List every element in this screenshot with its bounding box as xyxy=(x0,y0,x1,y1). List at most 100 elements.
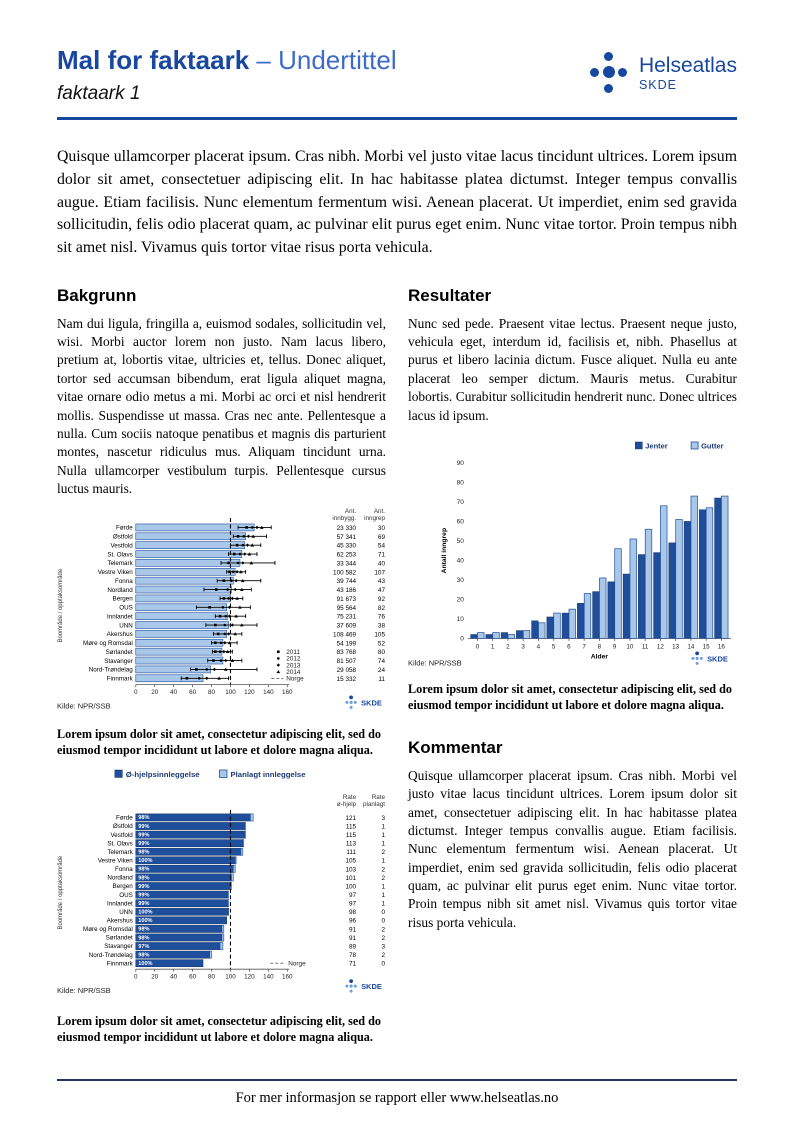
svg-text:95 564: 95 564 xyxy=(337,605,357,612)
right-column: Resultater Nunc sed pede. Praesent vitae… xyxy=(408,262,737,1056)
svg-text:innbygg.: innbygg. xyxy=(332,515,356,522)
svg-text:107: 107 xyxy=(374,570,385,577)
footer: For mer informasjon se rapport eller www… xyxy=(57,1079,737,1107)
svg-text:111: 111 xyxy=(346,850,356,857)
svg-text:2014: 2014 xyxy=(286,669,301,676)
svg-text:98%: 98% xyxy=(138,953,149,959)
svg-text:98%: 98% xyxy=(138,927,149,933)
svg-text:29 058: 29 058 xyxy=(337,667,357,674)
svg-text:OUS: OUS xyxy=(119,605,133,612)
svg-text:20: 20 xyxy=(457,597,465,604)
svg-text:Vestfold: Vestfold xyxy=(110,832,133,839)
svg-text:101: 101 xyxy=(345,875,356,882)
helseatlas-dots-icon xyxy=(588,50,630,96)
svg-text:Vestre Viken: Vestre Viken xyxy=(98,858,134,865)
svg-text:1: 1 xyxy=(381,832,385,839)
two-column-layout: Bakgrunn Nam dui ligula, fringilla a, eu… xyxy=(57,262,737,1056)
svg-text:2: 2 xyxy=(381,875,385,882)
svg-text:Gutter: Gutter xyxy=(701,441,723,450)
svg-text:Stavanger: Stavanger xyxy=(104,658,133,665)
svg-text:2: 2 xyxy=(381,867,385,874)
svg-text:115: 115 xyxy=(346,824,357,831)
svg-text:Norge: Norge xyxy=(288,961,306,968)
svg-text:Nord-Trøndelag: Nord-Trøndelag xyxy=(89,667,134,674)
svg-text:69: 69 xyxy=(378,534,386,541)
svg-text:inngrep: inngrep xyxy=(364,515,385,522)
svg-text:115: 115 xyxy=(346,832,357,839)
svg-text:Førde: Førde xyxy=(116,815,133,822)
svg-text:1: 1 xyxy=(381,884,385,891)
svg-text:120: 120 xyxy=(244,974,255,981)
svg-text:80: 80 xyxy=(457,480,465,487)
svg-text:91: 91 xyxy=(349,927,357,934)
svg-text:71: 71 xyxy=(349,961,357,968)
svg-text:8: 8 xyxy=(598,643,602,650)
svg-text:89: 89 xyxy=(349,944,357,951)
svg-text:91 673: 91 673 xyxy=(337,596,357,603)
svg-text:99%: 99% xyxy=(138,901,149,907)
svg-text:Østfold: Østfold xyxy=(113,534,133,541)
svg-text:71: 71 xyxy=(378,552,386,559)
svg-text:45 330: 45 330 xyxy=(337,543,357,550)
svg-text:60: 60 xyxy=(189,974,196,981)
svg-text:4: 4 xyxy=(537,643,541,650)
svg-text:54: 54 xyxy=(378,543,386,550)
svg-text:37 609: 37 609 xyxy=(337,623,357,630)
svg-text:0: 0 xyxy=(381,910,385,917)
svg-text:St. Olavs: St. Olavs xyxy=(107,552,132,559)
svg-text:UNN: UNN xyxy=(119,909,133,916)
svg-text:Innlandet: Innlandet xyxy=(107,614,133,621)
svg-text:60: 60 xyxy=(189,689,196,696)
resultater-text: Nunc sed pede. Praesent vitae lectus. Pr… xyxy=(408,315,737,423)
svg-text:30: 30 xyxy=(457,577,465,584)
svg-text:2: 2 xyxy=(381,952,385,959)
svg-text:Møre og Romsdal: Møre og Romsdal xyxy=(83,927,133,934)
svg-text:121: 121 xyxy=(345,815,356,822)
svg-text:98%: 98% xyxy=(138,867,149,873)
svg-text:96: 96 xyxy=(349,918,357,925)
svg-text:100: 100 xyxy=(345,884,356,891)
svg-text:Alder: Alder xyxy=(591,653,609,660)
svg-text:98%: 98% xyxy=(138,816,149,822)
svg-text:90: 90 xyxy=(457,460,465,467)
svg-text:2011: 2011 xyxy=(286,649,300,656)
footer-note: For mer informasjon se rapport eller www… xyxy=(235,1090,559,1106)
header-titles: Mal for faktaark – Undertittel faktaark … xyxy=(57,46,397,105)
svg-text:40: 40 xyxy=(378,561,386,568)
svg-text:3: 3 xyxy=(381,815,385,822)
svg-text:Stavanger: Stavanger xyxy=(104,944,133,951)
svg-text:Førde: Førde xyxy=(116,525,133,532)
svg-text:15 332: 15 332 xyxy=(337,676,357,683)
svg-text:40: 40 xyxy=(170,974,177,981)
svg-text:98%: 98% xyxy=(138,850,149,856)
kommentar-text: Quisque ullamcorper placerat ipsum. Cras… xyxy=(408,767,737,930)
svg-text:OUS: OUS xyxy=(119,892,133,899)
kommentar-heading: Kommentar xyxy=(408,737,503,757)
page-subtitle: faktaark 1 xyxy=(57,82,141,104)
svg-text:SKDE: SKDE xyxy=(707,654,728,663)
svg-text:Boområde / opptaksområde: Boområde / opptaksområde xyxy=(57,856,64,930)
svg-text:Sørlandet: Sørlandet xyxy=(106,935,133,942)
admission-type-bar-chart: Ø-hjelpsinnleggelse Planlagt innleggelse B… xyxy=(57,770,385,996)
svg-text:Boområde / opptaksområde: Boområde / opptaksområde xyxy=(57,569,64,643)
page-title-row: Mal for faktaark – Undertittel xyxy=(57,46,397,75)
svg-text:140: 140 xyxy=(263,974,274,981)
svg-text:100%: 100% xyxy=(138,919,152,925)
svg-text:78: 78 xyxy=(349,952,357,959)
svg-text:97%: 97% xyxy=(138,944,149,950)
svg-text:Ant.: Ant. xyxy=(345,508,356,515)
svg-text:Nordland: Nordland xyxy=(107,587,133,594)
bakgrunn-heading: Bakgrunn xyxy=(57,285,137,305)
rate-ci-bar-chart: Boområde / opptaksområdeAnt.innbygg.Ant.… xyxy=(57,508,386,710)
svg-text:100 582: 100 582 xyxy=(333,570,356,577)
svg-text:Norge: Norge xyxy=(286,676,304,683)
svg-text:Østfold: Østfold xyxy=(113,824,133,831)
svg-text:2013: 2013 xyxy=(286,663,301,670)
header: Mal for faktaark – Undertittel faktaark … xyxy=(57,46,737,105)
svg-text:76: 76 xyxy=(378,614,386,621)
svg-text:Akershus: Akershus xyxy=(107,632,133,639)
svg-text:Jenter: Jenter xyxy=(645,441,668,450)
svg-text:97: 97 xyxy=(349,892,357,899)
